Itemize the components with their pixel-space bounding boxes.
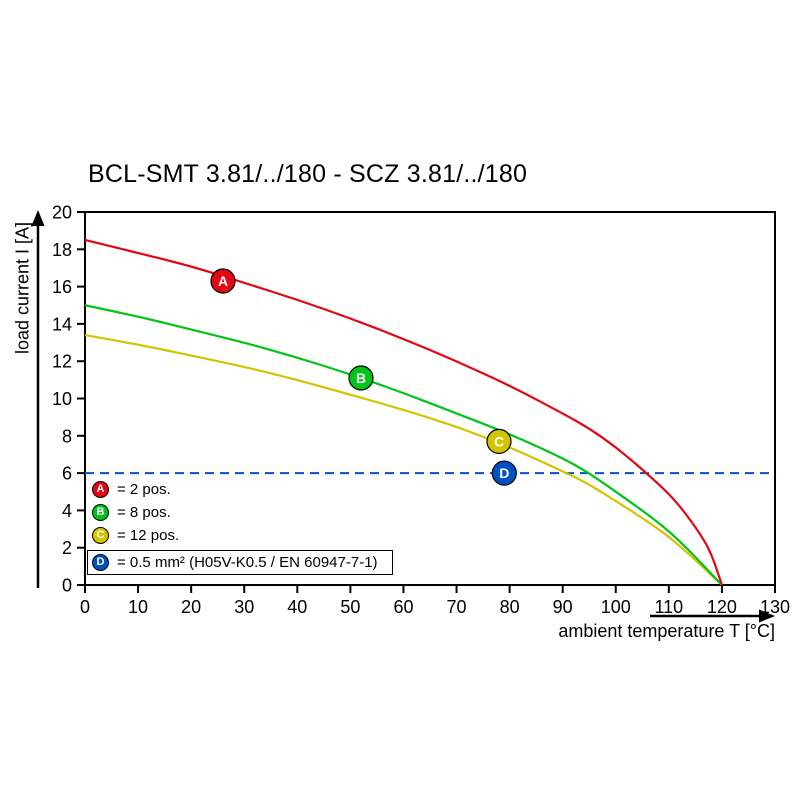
svg-text:8: 8 xyxy=(62,426,72,446)
svg-text:4: 4 xyxy=(62,501,72,521)
curve-marker-D: D xyxy=(491,460,517,486)
svg-text:60: 60 xyxy=(393,597,413,617)
y-axis-label: load current I [A] xyxy=(12,221,33,355)
y-axis-ticks: 0 2 4 6 8 10 12 14 16 18 20 xyxy=(52,203,85,596)
svg-text:10: 10 xyxy=(52,389,72,409)
svg-text:10: 10 xyxy=(128,597,148,617)
legend-marker-b-icon: B xyxy=(92,504,109,521)
x-axis-ticks: 0 10 20 30 40 50 60 70 80 90 100 110 120 130 xyxy=(80,585,790,617)
svg-text:100: 100 xyxy=(601,597,631,617)
svg-text:14: 14 xyxy=(52,314,72,334)
curve-marker-A: A xyxy=(210,268,236,294)
svg-text:D: D xyxy=(499,465,509,481)
svg-text:30: 30 xyxy=(234,597,254,617)
svg-text:12: 12 xyxy=(52,352,72,372)
chart-title: BCL-SMT 3.81/../180 - SCZ 3.81/../180 xyxy=(88,160,528,188)
curve-A xyxy=(84,238,723,586)
legend-label-b: = 8 pos. xyxy=(117,504,171,521)
svg-text:6: 6 xyxy=(62,464,72,484)
x-axis-label: ambient temperature T [°C] xyxy=(558,621,775,641)
legend-item-c: C = 12 pos. xyxy=(92,524,393,547)
svg-text:0: 0 xyxy=(80,597,90,617)
legend: A = 2 pos. B = 8 pos. C = 12 pos. D = 0.… xyxy=(87,478,393,575)
svg-text:2: 2 xyxy=(62,538,72,558)
legend-marker-a-icon: A xyxy=(92,481,109,498)
legend-label-c: = 12 pos. xyxy=(117,527,180,544)
svg-text:110: 110 xyxy=(654,597,683,617)
legend-item-a: A = 2 pos. xyxy=(92,478,393,501)
svg-text:70: 70 xyxy=(447,597,467,617)
curve-marker-C: C xyxy=(486,428,512,454)
svg-text:16: 16 xyxy=(52,277,72,297)
svg-text:A: A xyxy=(218,273,228,289)
svg-text:0: 0 xyxy=(62,576,72,596)
legend-item-b: B = 8 pos. xyxy=(92,501,393,524)
svg-text:130: 130 xyxy=(760,597,790,617)
legend-label-d: = 0.5 mm² (H05V-K0.5 / EN 60947-7-1) xyxy=(117,554,378,571)
svg-text:50: 50 xyxy=(340,597,360,617)
svg-text:20: 20 xyxy=(181,597,201,617)
svg-text:120: 120 xyxy=(707,597,737,617)
legend-label-a: = 2 pos. xyxy=(117,481,171,498)
svg-text:80: 80 xyxy=(500,597,520,617)
legend-marker-d-icon: D xyxy=(92,554,109,571)
svg-text:90: 90 xyxy=(553,597,573,617)
svg-text:20: 20 xyxy=(52,203,72,223)
svg-text:40: 40 xyxy=(287,597,307,617)
curve-marker-B: B xyxy=(348,365,374,391)
svg-text:C: C xyxy=(494,433,504,449)
svg-text:B: B xyxy=(356,370,366,386)
x-axis-arrowhead-icon xyxy=(759,609,775,623)
y-axis-arrowhead-icon xyxy=(31,210,45,226)
svg-text:18: 18 xyxy=(52,240,72,260)
legend-marker-c-icon: C xyxy=(92,527,109,544)
plot-border xyxy=(84,211,776,586)
legend-item-d: D = 0.5 mm² (H05V-K0.5 / EN 60947-7-1) xyxy=(87,550,393,575)
